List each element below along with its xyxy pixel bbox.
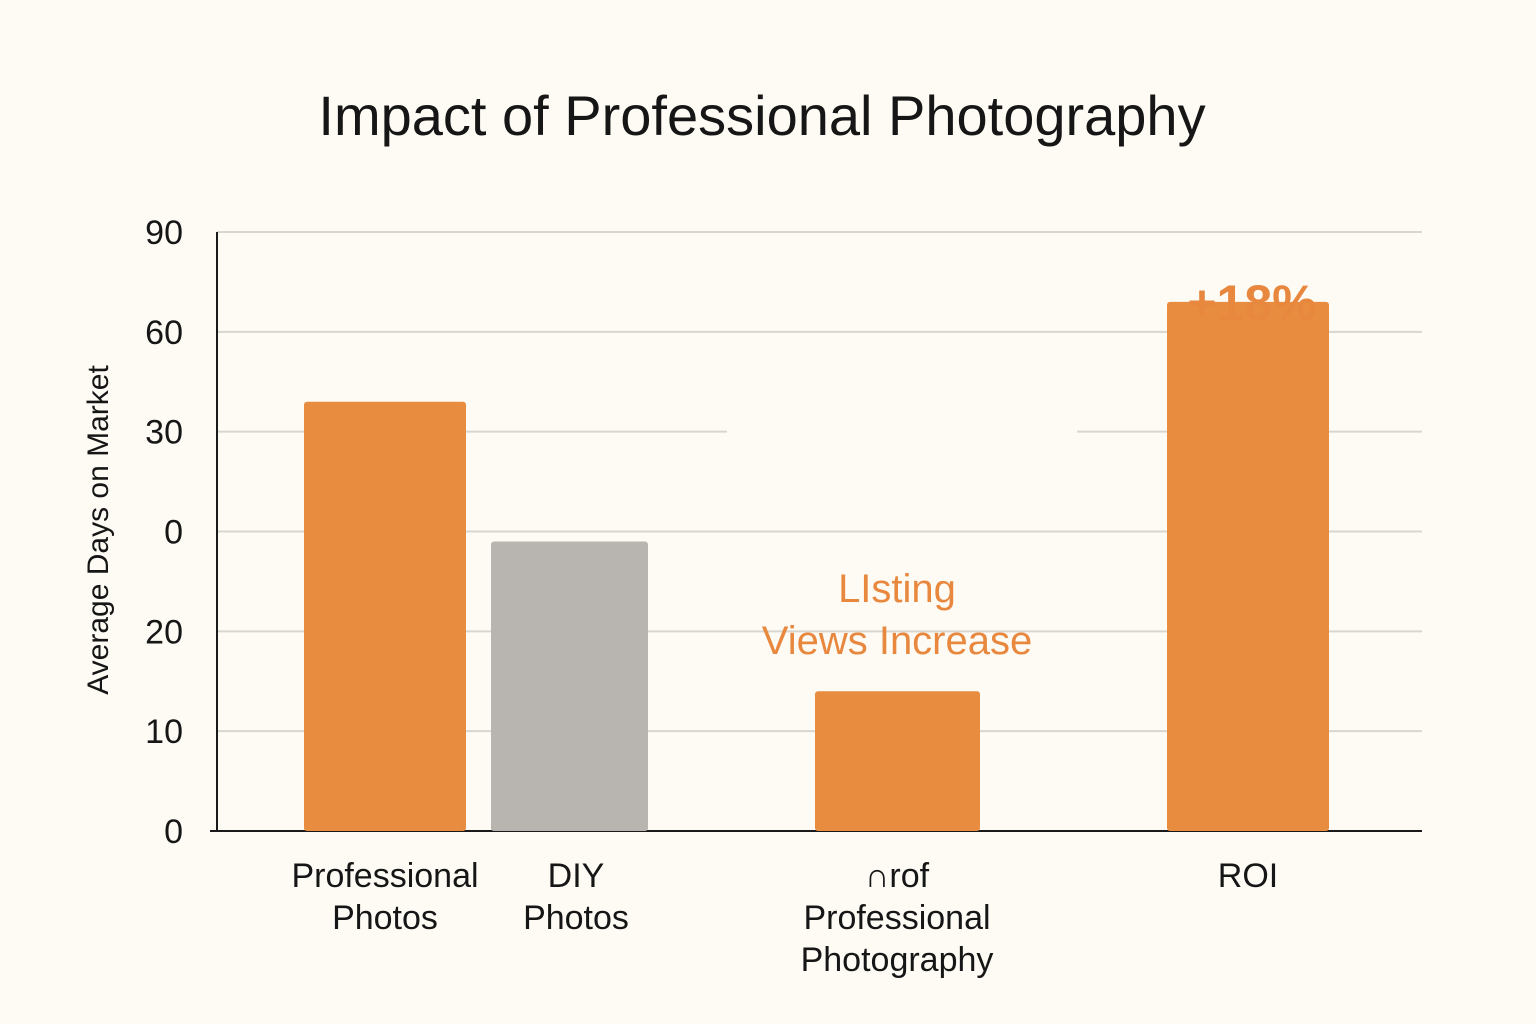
y-tick-label: 60	[145, 314, 183, 352]
bars	[304, 301, 1329, 832]
y-tick-label: 0	[164, 514, 183, 552]
bar	[815, 691, 980, 831]
x-category-label: DIY Photos	[523, 857, 629, 937]
chart-title: Impact of Professional Photography	[318, 84, 1205, 147]
x-category-label-line: Photos	[332, 899, 438, 937]
x-category-label-line: Professional	[291, 857, 478, 895]
bar	[491, 541, 648, 831]
x-category-label-line: Photos	[523, 899, 629, 937]
bar	[1167, 301, 1329, 832]
y-tick-label: 20	[145, 613, 183, 651]
annotations: LIsting Views Increase +18%	[762, 275, 1317, 663]
x-category-label-line: ∩rof	[865, 857, 930, 895]
annotation-roi-percent: +18%	[1187, 275, 1316, 331]
y-tick-label: 90	[145, 214, 183, 252]
y-tick-labels: 0 10 20 0 30 60 90	[145, 214, 183, 851]
x-category-label: ∩rof Professional Photography	[801, 857, 994, 979]
x-category-label: ROI	[1218, 857, 1278, 895]
y-tick-label: 10	[145, 713, 183, 751]
y-tick-label: 30	[145, 414, 183, 452]
x-category-labels: Professional Photos DIY Photos ∩rof Professio…	[291, 857, 1278, 979]
x-category-label: Professional Photos	[291, 857, 478, 937]
y-tick-label: 0	[164, 813, 183, 851]
y-axis-label: Average Days on Market	[82, 365, 115, 695]
x-category-label-line: DIY	[548, 857, 605, 895]
x-category-label-line: Photography	[801, 941, 994, 979]
x-category-label-line: Professional	[803, 899, 990, 937]
annotation-listing-views: LIsting Views Increase	[762, 567, 1033, 663]
bar	[304, 401, 466, 831]
annotation-line: LIsting	[838, 567, 956, 611]
annotation-line: Views Increase	[762, 619, 1033, 663]
x-category-label-line: ROI	[1218, 857, 1278, 895]
